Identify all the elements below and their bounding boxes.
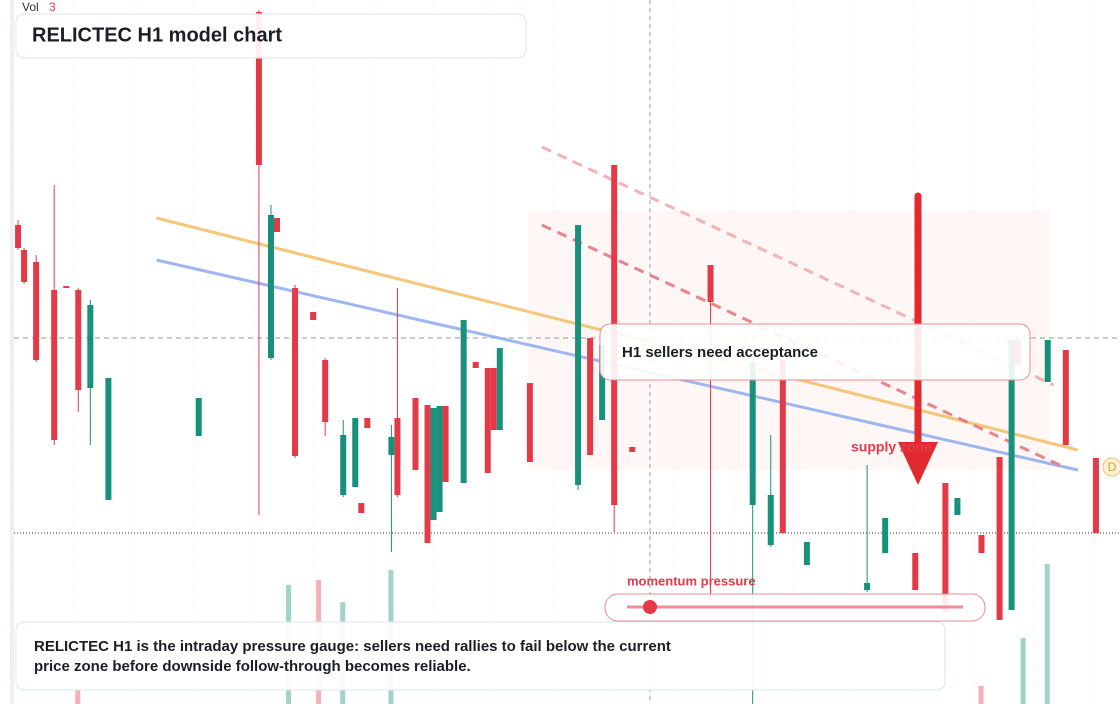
candle-body <box>430 408 437 520</box>
candle-body <box>292 288 299 456</box>
candle-body <box>587 338 594 455</box>
description-box <box>15 621 946 691</box>
trendline <box>541 145 1055 387</box>
description: RELICTEC H1 is the intraday pressure gau… <box>34 638 671 675</box>
candle-body <box>496 348 503 430</box>
description-wrap: RELICTEC H1 is the intraday pressure gau… <box>34 638 671 675</box>
zone-label: supply zone <box>851 439 932 455</box>
candle-body <box>1062 350 1069 445</box>
candle-body <box>436 406 443 512</box>
candle-body <box>255 12 262 165</box>
badge-circle <box>1102 457 1120 477</box>
candle-body <box>33 262 40 360</box>
candle-body <box>767 495 774 545</box>
candle-body <box>629 447 636 452</box>
candle-body <box>490 368 497 430</box>
candle-body <box>340 435 347 495</box>
candle-body <box>803 542 810 565</box>
candle-body <box>707 265 714 302</box>
candle-body <box>51 290 58 440</box>
candle-body <box>424 405 431 543</box>
candle-body <box>310 312 317 320</box>
candle-body <box>942 483 949 612</box>
candle-body <box>412 398 419 470</box>
candle-body <box>996 457 1003 620</box>
candle-body <box>352 418 359 487</box>
callout-box <box>599 323 1031 381</box>
chart-title: RELICTEC H1 model chart <box>32 24 282 46</box>
candle-body <box>273 218 280 232</box>
title-box <box>15 13 527 59</box>
candle-body <box>864 583 871 590</box>
candle-body <box>322 360 329 422</box>
candle-body <box>779 360 786 533</box>
volume-bar <box>1044 564 1050 704</box>
candle-body <box>978 535 985 553</box>
gauge-knob <box>643 600 657 614</box>
callout: H1 sellers need acceptance <box>622 344 818 361</box>
candle-body <box>1008 340 1015 610</box>
candle-body <box>912 553 919 590</box>
arrow-head <box>898 442 938 485</box>
candle-body <box>460 320 467 483</box>
candle-body <box>15 225 22 248</box>
candle-body <box>1092 458 1099 533</box>
candle-body <box>75 290 82 390</box>
volume-bar <box>75 690 81 704</box>
candle-body <box>21 250 28 282</box>
badge: D <box>1108 460 1117 474</box>
candle-body <box>358 503 365 513</box>
candle-body <box>105 378 112 500</box>
volume-bar <box>978 686 984 704</box>
candle-body <box>882 518 889 553</box>
volume-label: Vol <box>22 0 39 14</box>
candle-body <box>599 345 606 420</box>
candle-body <box>954 498 961 515</box>
gauge-label: momentum pressure <box>627 573 756 588</box>
candle-body <box>1044 340 1051 382</box>
candle-body <box>195 398 202 436</box>
volume-value: 3 <box>49 0 56 14</box>
candle-body <box>394 418 401 495</box>
candle-body <box>63 286 70 288</box>
candle-body <box>442 406 449 482</box>
candle-body <box>388 437 395 455</box>
candle-body <box>484 368 491 473</box>
candle-body <box>575 225 582 485</box>
candle-body <box>526 383 533 462</box>
candle-body <box>267 215 274 358</box>
candle-body <box>364 418 371 428</box>
candle-body <box>472 362 479 368</box>
candle-body <box>87 305 94 388</box>
left-edge <box>10 0 14 704</box>
candle-body <box>749 362 756 505</box>
volume-bar <box>1020 638 1026 704</box>
